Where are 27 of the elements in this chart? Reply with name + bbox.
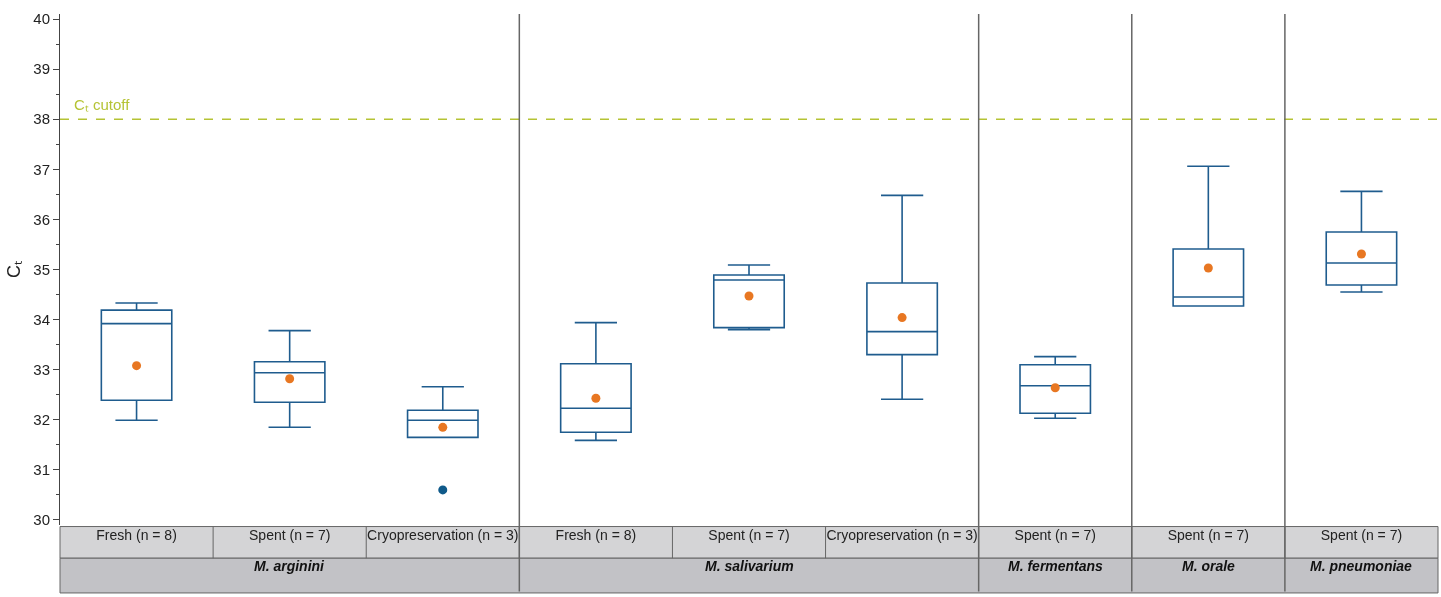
- text: M. pneumoniae: [1310, 558, 1413, 574]
- y-tick-label: 34: [33, 310, 50, 328]
- y-tick-label: 38: [33, 110, 50, 128]
- y-tick-label: 36: [33, 210, 50, 228]
- text: M. arginini: [254, 558, 326, 574]
- y-tick-label: 31: [33, 461, 50, 479]
- x-tick-label: Cryopreservation (n = 3): [367, 527, 519, 543]
- y-tick-label: 30: [33, 511, 50, 529]
- y-axis-title: Cₜ: [3, 261, 24, 278]
- text: M. fermentans: [1008, 558, 1104, 574]
- x-tick-label: Cryopreservation (n = 3): [826, 527, 978, 543]
- y-tick-label: 37: [33, 160, 50, 178]
- y-tick-label: 32: [33, 411, 50, 429]
- x-tick-label: Spent (n = 7): [249, 527, 331, 543]
- x-tick-label: Fresh (n = 8): [96, 527, 177, 543]
- x-tick-label: Fresh (n = 8): [555, 527, 637, 543]
- x-tick-label: Spent (n = 7): [708, 527, 790, 543]
- y-tick-label: 40: [33, 10, 50, 28]
- text: M. orale: [1182, 558, 1236, 574]
- x-tick-label: Spent (n = 7): [1014, 527, 1096, 543]
- x-tick-label: Spent (n = 7): [1167, 527, 1249, 543]
- text: M. salivarium: [705, 558, 794, 574]
- x-tick-label: Spent (n = 7): [1320, 527, 1403, 543]
- ref-line-label: Cₜ cutoff: [74, 96, 131, 113]
- y-tick-label: 39: [33, 60, 50, 78]
- y-tick-label: 35: [33, 260, 50, 278]
- y-tick-label: 33: [33, 360, 50, 378]
